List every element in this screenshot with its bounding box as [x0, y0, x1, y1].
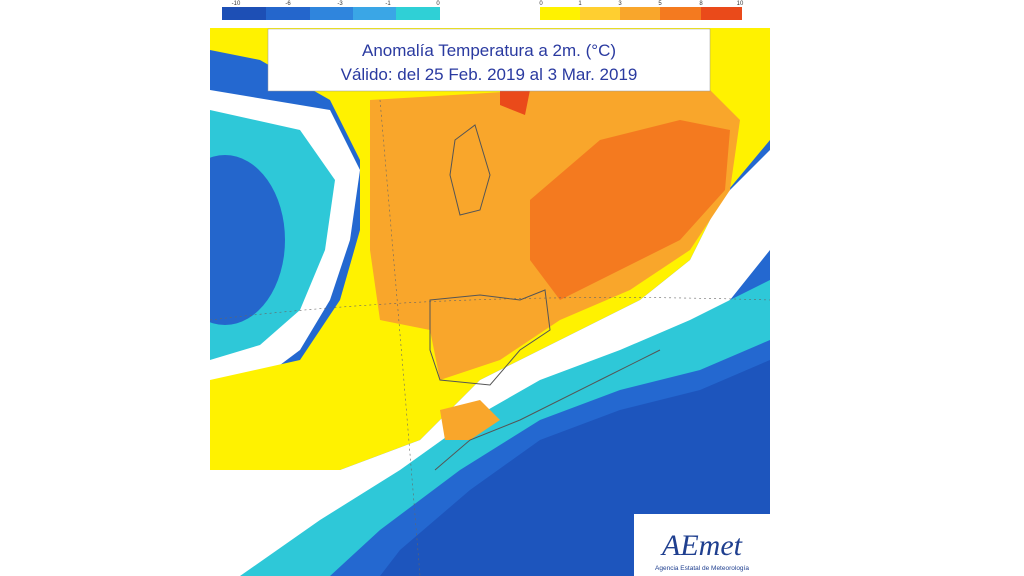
cold-colorbar: [222, 7, 440, 20]
title-box: [267, 28, 711, 92]
title: Anomalía Temperatura a 2m. (°C): [362, 41, 616, 60]
warm-label: 0: [539, 1, 543, 7]
warm-label: 5: [658, 1, 662, 7]
warm-label: 3: [618, 1, 622, 7]
logo-subtitle: Agencia Estatal de Meteorología: [655, 565, 749, 572]
cold-label: -6: [285, 1, 291, 7]
warm-label: 10: [737, 1, 744, 7]
map: [210, 28, 770, 576]
subtitle: Válido: del 25 Feb. 2019 al 3 Mar. 2019: [341, 65, 638, 84]
warm-label: 1: [578, 1, 582, 7]
logo: AEmet: [660, 529, 743, 562]
warm-colorbar: [540, 7, 742, 20]
cold-label: -10: [232, 1, 241, 7]
cold-label: 0: [436, 1, 440, 7]
warm-label: 8: [699, 1, 703, 7]
logo-box: [634, 514, 770, 576]
cold-label: -1: [385, 1, 391, 7]
cold-label: -3: [337, 1, 343, 7]
